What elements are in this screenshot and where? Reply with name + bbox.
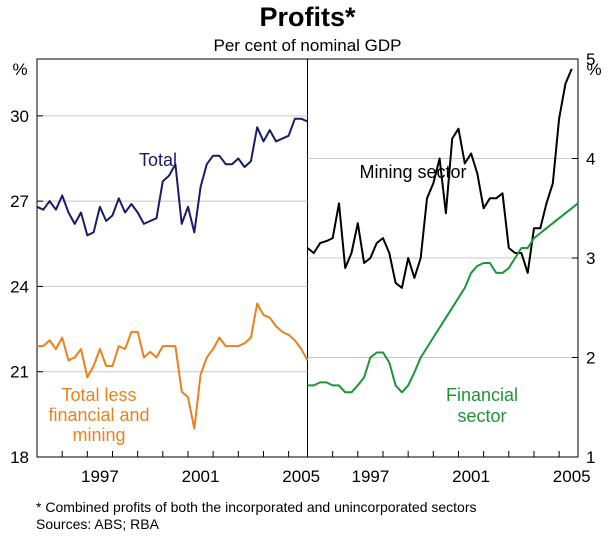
y-tick-label-right-4: 4	[586, 150, 595, 169]
y-tick-label-right-5: 5	[586, 50, 595, 69]
y-tick-label-left-21: 21	[10, 363, 29, 382]
series-label-total: Total	[139, 150, 177, 170]
x-tick-label-right-1997: 1997	[351, 467, 389, 486]
y-tick-label-left-27: 27	[10, 192, 29, 211]
series-label-mining-sector: Mining sector	[359, 162, 466, 182]
series-line-financial-sector	[307, 202, 579, 394]
chart-subtitle: Per cent of nominal GDP	[213, 36, 402, 55]
y-tick-label-right-3: 3	[586, 249, 595, 268]
x-tick-label-right-2001: 2001	[452, 467, 490, 486]
y-tick-label-right-2: 2	[586, 349, 595, 368]
sources: Sources: ABS; RBA	[36, 516, 159, 532]
series-line-mining-sector	[306, 68, 573, 289]
series-line-total-less-financial-and-mining	[37, 302, 309, 430]
x-tick-label-left-1997: 1997	[81, 467, 119, 486]
footnote: * Combined profits of both the incorpora…	[36, 499, 477, 515]
y-unit-label-left: %	[12, 60, 27, 79]
y-tick-label-right-1: 1	[586, 448, 595, 467]
y-tick-label-left-30: 30	[10, 107, 29, 126]
chart-title: Profits*	[259, 2, 356, 32]
x-tick-label-left-2001: 2001	[182, 467, 220, 486]
y-tick-label-left-24: 24	[10, 277, 29, 296]
y-unit-label-right: %	[586, 60, 601, 79]
series-label-financial-sector: Financial sector	[446, 385, 518, 426]
series-layer	[36, 68, 579, 430]
grid-layer	[36, 58, 578, 458]
y-tick-label-left-18: 18	[10, 448, 29, 467]
x-tick-label-right-2005: 2005	[553, 467, 591, 486]
series-label-total-less-financial-and-mining: Total less financial and mining	[48, 385, 149, 445]
series-line-total	[36, 117, 308, 237]
x-tick-label-left-2005: 2005	[282, 467, 320, 486]
